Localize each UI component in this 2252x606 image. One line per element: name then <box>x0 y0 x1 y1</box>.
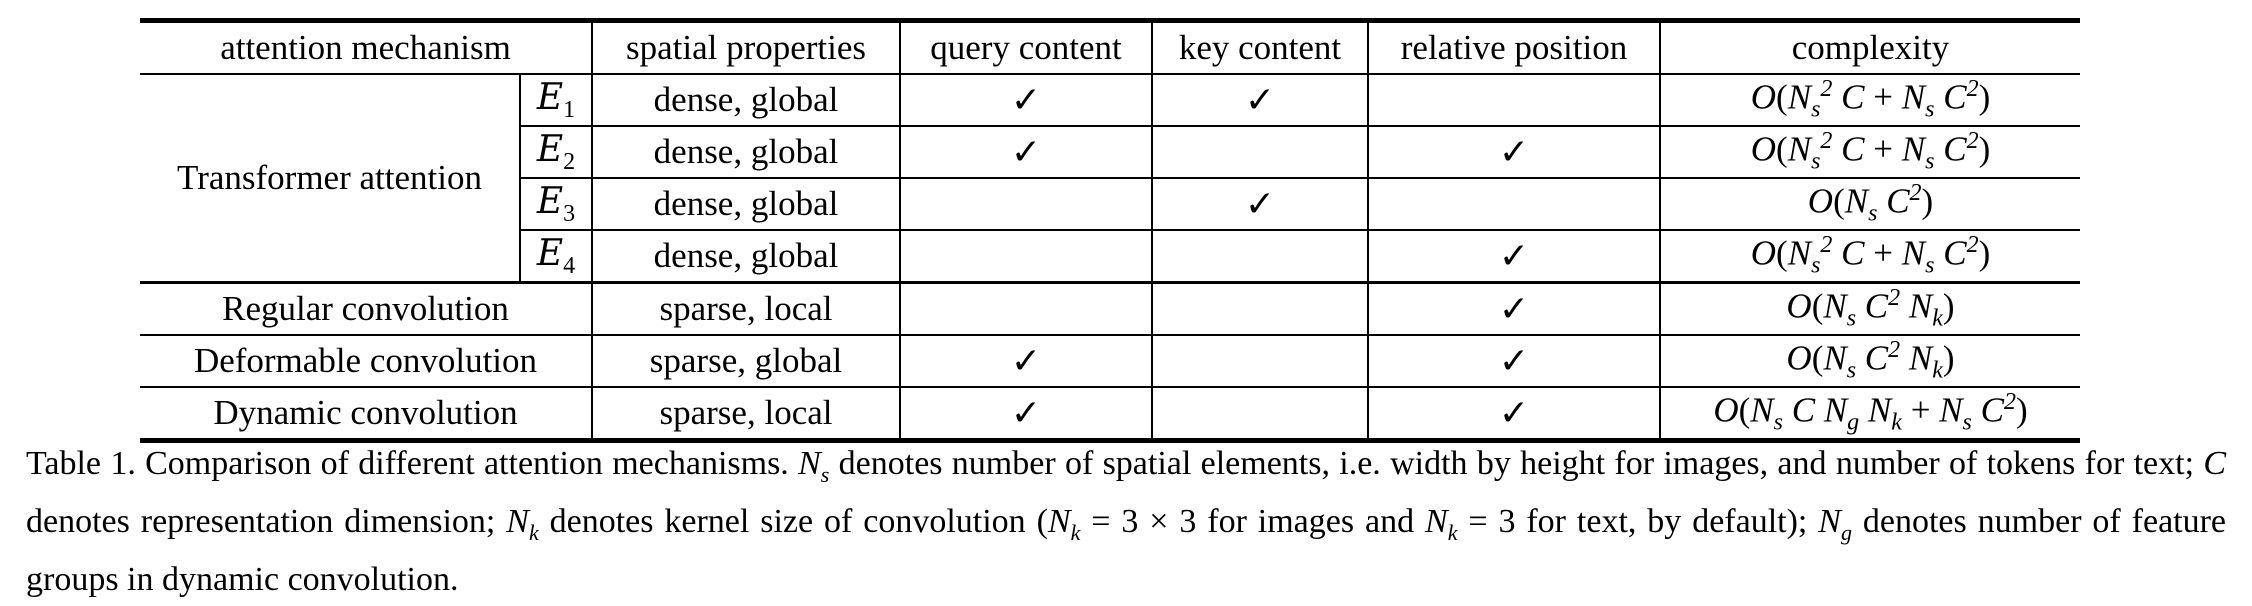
cell-mechanism-transformer: Transformer attention <box>140 73 521 284</box>
cell-complexity: O(Ns C Ng Nk + Ns C2) <box>1659 386 2080 443</box>
table-header-row: attention mechanism spatial properties q… <box>140 18 2080 75</box>
cell-complexity: O(Ns C2 Nk) <box>1659 334 2080 388</box>
table-row: E4 dense, global ✓ O(Ns2 C + Ns C2) <box>140 229 2080 284</box>
cell-relpos: ✓ <box>1367 386 1661 443</box>
cell-relpos: ✓ <box>1367 281 1661 336</box>
header-complexity: complexity <box>1659 18 2080 75</box>
table-row: Transformer attention E1 dense, global ✓ ✓ O(… <box>140 73 2080 284</box>
cell-key <box>1151 229 1369 284</box>
cell-spatial: sparse, local <box>591 386 901 443</box>
cell-spatial: sparse, global <box>591 334 901 388</box>
cell-complexity: O(Ns C2 Nk) <box>1659 281 2080 336</box>
cell-key <box>1151 125 1369 179</box>
header-relpos: relative position <box>1367 18 1661 75</box>
cell-query: ✓ <box>899 73 1153 127</box>
header-query: query content <box>899 18 1153 75</box>
cell-complexity: O(Ns2 C + Ns C2) <box>1659 125 2080 179</box>
cell-relpos: ✓ <box>1367 125 1661 179</box>
cell-variant: E4 <box>519 229 593 284</box>
cell-relpos <box>1367 73 1661 127</box>
cell-complexity: O(Ns C2) <box>1659 177 2080 231</box>
cell-variant: E2 <box>519 125 593 179</box>
cell-query <box>899 229 1153 284</box>
cell-query: ✓ <box>899 125 1153 179</box>
cell-key <box>1151 334 1369 388</box>
table-caption: Table 1. Comparison of different attenti… <box>26 440 2226 603</box>
cell-complexity: O(Ns2 C + Ns C2) <box>1659 73 2080 127</box>
cell-spatial: dense, global <box>591 229 901 284</box>
header-key: key content <box>1151 18 1369 75</box>
cell-key: ✓ <box>1151 73 1369 127</box>
cell-key <box>1151 281 1369 336</box>
cell-relpos <box>1367 177 1661 231</box>
cell-spatial: dense, global <box>591 125 901 179</box>
cell-relpos: ✓ <box>1367 334 1661 388</box>
cell-spatial: dense, global <box>591 73 901 127</box>
table-row: Deformable convolution sparse, global ✓ ✓ O(… <box>140 334 2080 388</box>
cell-query <box>899 281 1153 336</box>
cell-relpos: ✓ <box>1367 229 1661 284</box>
cell-key <box>1151 386 1369 443</box>
cell-query <box>899 177 1153 231</box>
cell-key: ✓ <box>1151 177 1369 231</box>
cell-mechanism: Deformable convolution <box>140 334 593 388</box>
cell-mechanism: Regular convolution <box>140 281 593 336</box>
cell-mechanism: Dynamic convolution <box>140 386 593 443</box>
table-row: Dynamic convolution sparse, local ✓ ✓ O(Ns C… <box>140 386 2080 443</box>
cell-query: ✓ <box>899 334 1153 388</box>
cell-variant: E1 <box>519 73 593 127</box>
table-row: E2 dense, global ✓ ✓ O(Ns2 C + Ns C2) <box>140 125 2080 179</box>
cell-spatial: dense, global <box>591 177 901 231</box>
cell-variant: E3 <box>519 177 593 231</box>
cell-query: ✓ <box>899 386 1153 443</box>
table-row: E3 dense, global ✓ O(Ns C2) <box>140 177 2080 231</box>
comparison-table: attention mechanism spatial properties q… <box>140 18 2080 443</box>
cell-complexity: O(Ns2 C + Ns C2) <box>1659 229 2080 284</box>
caption-label: Table 1. <box>26 445 136 482</box>
header-mechanism: attention mechanism <box>140 18 593 75</box>
table-row: Regular convolution sparse, local ✓ O(Ns C2… <box>140 281 2080 336</box>
header-spatial: spatial properties <box>591 18 901 75</box>
cell-spatial: sparse, local <box>591 281 901 336</box>
caption-text: Comparison of different attention mechan… <box>26 445 2227 598</box>
